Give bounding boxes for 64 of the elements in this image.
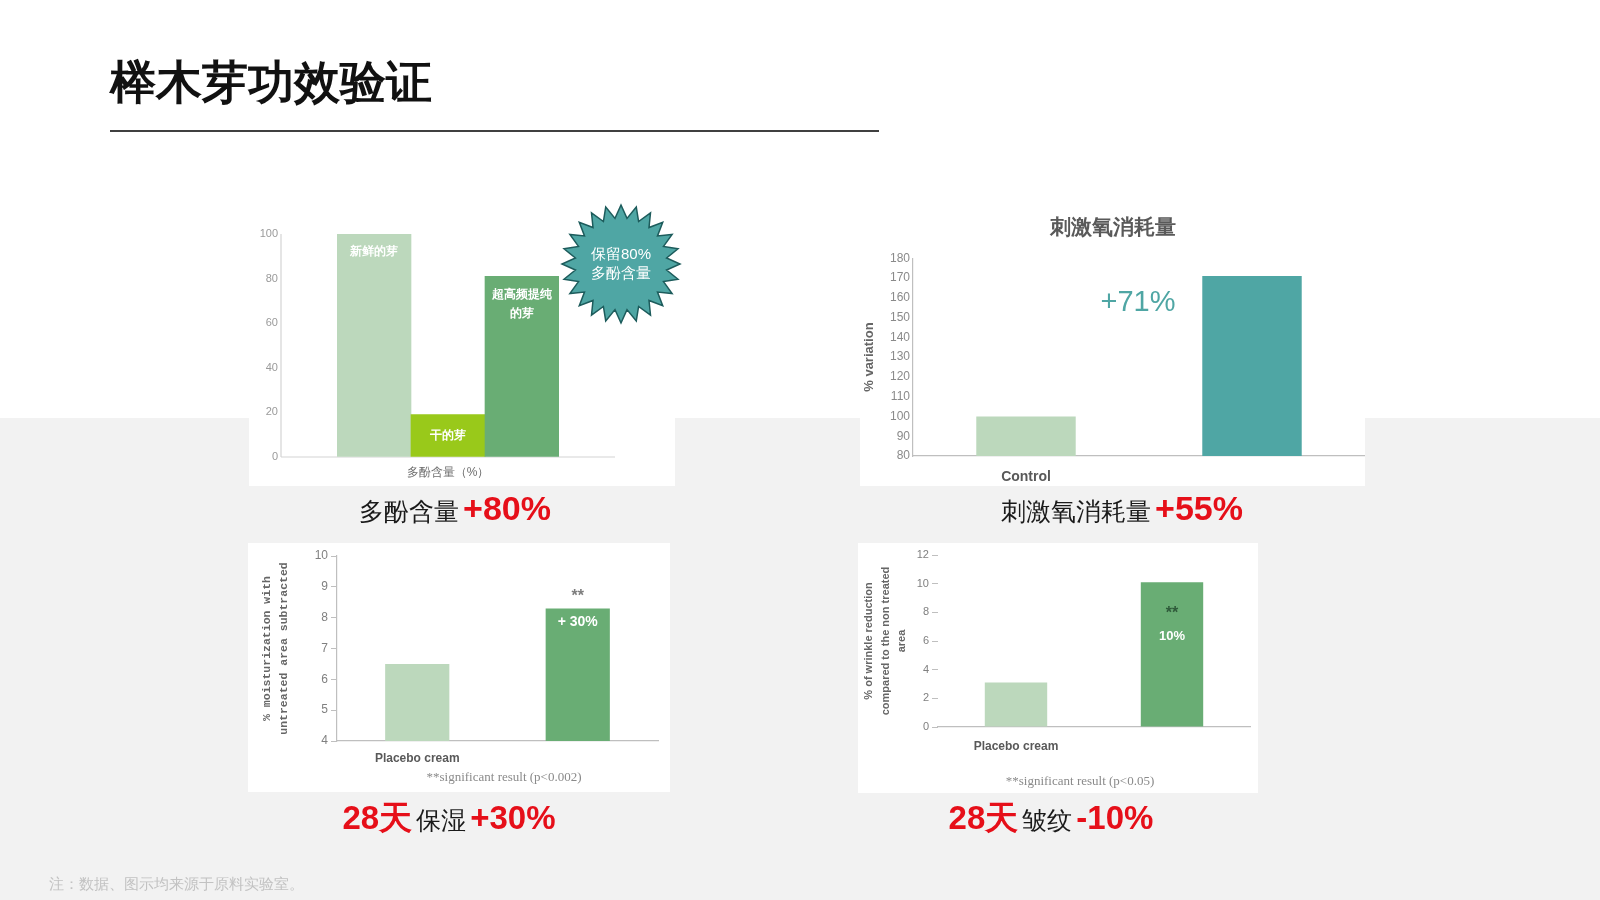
annotation: 保留80% 多酚含量 (590, 245, 652, 283)
chart-title: 刺激氧消耗量 (1048, 215, 1176, 239)
x-tick-label: Placebo cream (973, 738, 1059, 753)
y-axis-title: % variation (861, 322, 877, 392)
y-tick-label: 7 (321, 640, 329, 655)
y-tick-label: 10 (916, 576, 929, 589)
y-tick-label: 6 (922, 634, 929, 647)
y-tick-label: 140 (889, 329, 911, 344)
y-tick-label: 8 (321, 609, 329, 624)
y-axis-title: % of wrinkle reduction compared to the non treated area (862, 566, 908, 716)
text: 28天 (342, 798, 413, 836)
bar (337, 234, 412, 457)
y-tick-label: 180 (889, 250, 911, 265)
x-tick-label: 干的芽 (429, 427, 466, 442)
text: 榉木芽功效验证 (110, 56, 432, 108)
text: 保湿 (416, 805, 467, 834)
y-tick-label: 6 (321, 671, 329, 686)
text: +55% (1155, 489, 1243, 527)
y-tick-label: 80 (265, 271, 278, 284)
x-axis-title: 多酚含量（%） (406, 465, 490, 480)
text: +30% (470, 798, 556, 836)
y-tick-label: 10 (314, 548, 329, 563)
y-tick-label: 80 (896, 448, 911, 463)
y-tick-label: 160 (889, 290, 911, 305)
y-tick-label: 170 (889, 270, 911, 285)
x-tick-label: Placebo cream (374, 750, 460, 765)
y-tick-label: 90 (896, 428, 911, 443)
y-tick-label: 9 (321, 579, 329, 594)
y-tick-label: 40 (265, 360, 278, 373)
text: +80% (463, 489, 551, 527)
x-tick-label: 新鲜的芽 (349, 244, 398, 259)
y-tick-label: 20 (265, 405, 278, 418)
y-tick-label: 4 (321, 733, 329, 748)
y-tick-label: 100 (259, 227, 278, 240)
x-tick-label: Control (1001, 468, 1051, 485)
annotation: ** (571, 586, 585, 604)
annotation: 10% (1158, 627, 1186, 643)
text: -10% (1076, 798, 1154, 836)
x-tick-label: 超高频提纯的芽 (491, 286, 552, 320)
text: **significant result (p<0.002) (426, 769, 582, 785)
y-tick-label: 4 (922, 662, 929, 675)
bar (410, 414, 486, 457)
y-tick-label: 150 (889, 309, 911, 324)
bar (484, 276, 559, 457)
text: 皱纹 (1022, 805, 1073, 834)
y-tick-label: 100 (889, 408, 911, 423)
y-axis-title: % moisturization with untreated area subtracted (259, 562, 290, 735)
text: 多酚含量 (359, 497, 460, 525)
text: 28天 (948, 798, 1019, 836)
y-tick-label: 130 (889, 349, 911, 364)
annotation: +71% (1100, 285, 1176, 317)
annotation: + 30% (557, 613, 599, 630)
text: 刺激氧消耗量 (1001, 497, 1152, 525)
y-tick-label: 2 (922, 691, 929, 704)
y-tick-label: 0 (271, 450, 278, 463)
y-tick-label: 12 (916, 548, 929, 561)
y-tick-label: 0 (922, 720, 929, 733)
annotation: ** (1165, 603, 1179, 621)
y-tick-label: 120 (889, 369, 911, 384)
y-tick-label: 110 (890, 388, 911, 403)
y-tick-label: 8 (922, 605, 929, 618)
y-tick-label: 5 (321, 702, 329, 717)
y-tick-label: 60 (265, 316, 278, 329)
text: **significant result (p<0.05) (1005, 773, 1155, 789)
